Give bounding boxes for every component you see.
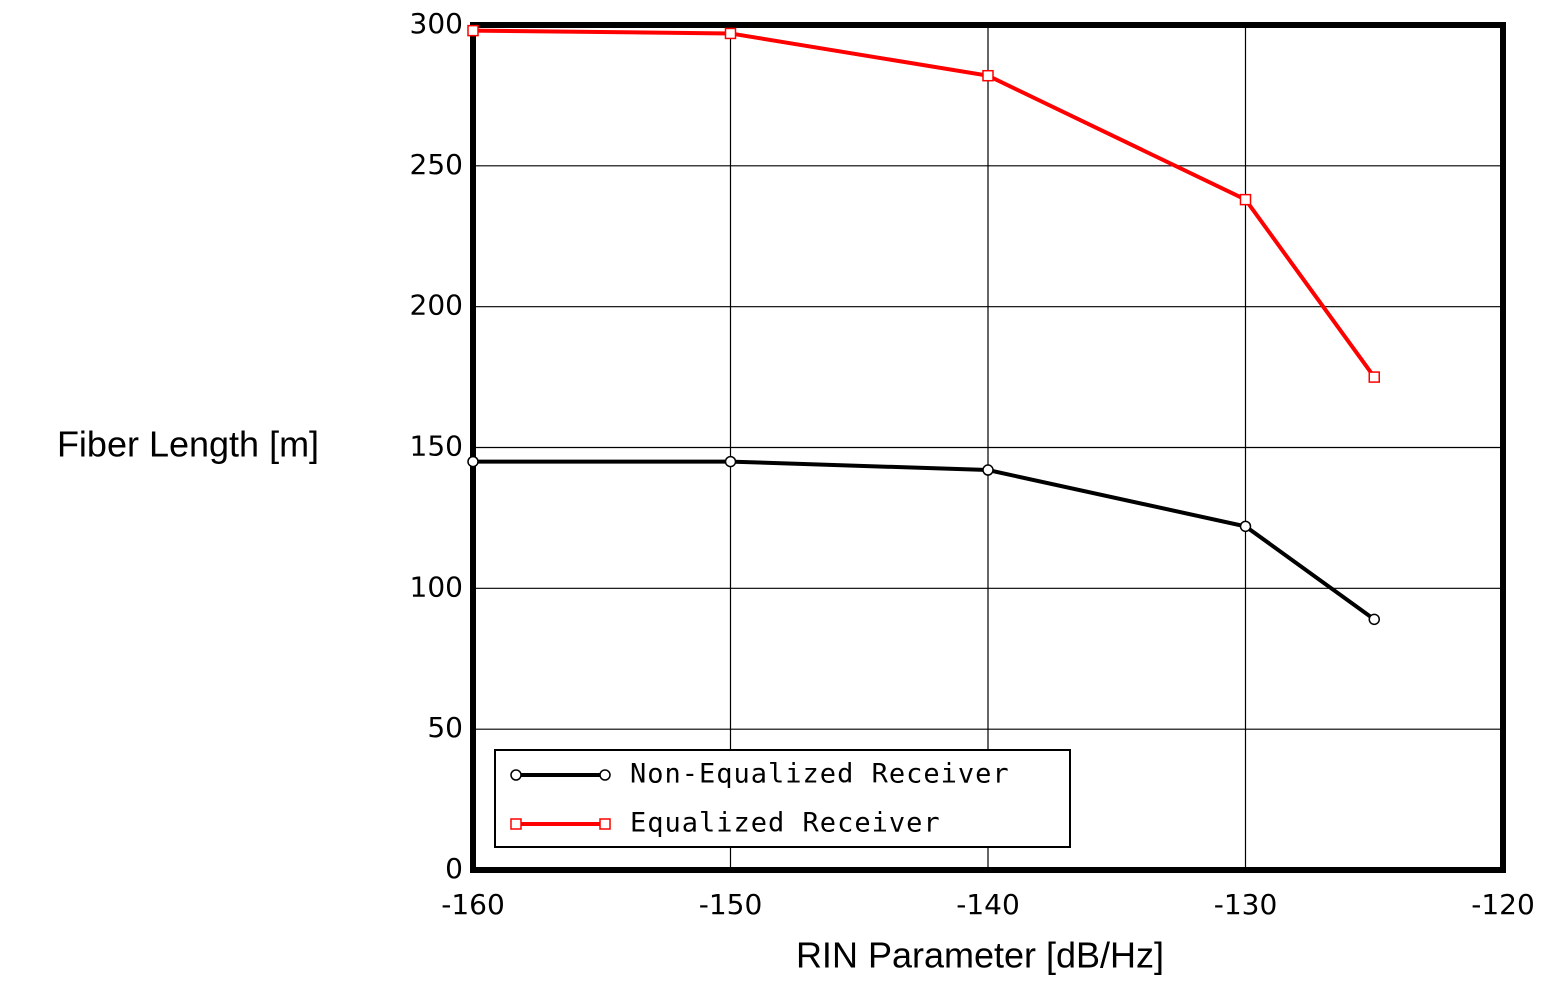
- marker: [1239, 520, 1252, 533]
- y-tick-label: 150: [410, 430, 463, 463]
- legend-marker: [599, 769, 611, 781]
- y-tick-label: 50: [427, 711, 463, 744]
- series-line: [473, 459, 1376, 621]
- marker: [1368, 371, 1380, 383]
- x-tick-label: -130: [1214, 888, 1278, 921]
- legend-marker: [510, 818, 522, 830]
- marker: [724, 27, 737, 40]
- legend-marker: [599, 818, 611, 830]
- y-tick-label: 250: [410, 148, 463, 181]
- y-tick-label: 100: [410, 570, 463, 603]
- x-axis-label: RIN Parameter [dB/Hz]: [796, 935, 1164, 976]
- plot-frame: [470, 22, 1506, 873]
- legend-marker: [510, 769, 522, 781]
- y-tick-label: 0: [445, 852, 463, 885]
- marker: [982, 69, 994, 82]
- marker: [467, 455, 479, 468]
- x-tick-label: -120: [1471, 888, 1535, 921]
- x-tick-label: -150: [699, 888, 763, 921]
- marker: [1239, 193, 1252, 206]
- marker: [724, 455, 737, 468]
- series-line: [472, 28, 1376, 379]
- x-tick-label: -160: [441, 888, 505, 921]
- x-tick-label: -140: [956, 888, 1020, 921]
- y-tick-label: 300: [410, 7, 463, 40]
- marker: [1368, 613, 1380, 626]
- y-axis-label: Fiber Length [m]: [57, 424, 319, 465]
- marker: [982, 464, 994, 476]
- legend-label: Non-Equalized Receiver: [630, 759, 1010, 790]
- legend-label: Equalized Receiver: [630, 808, 941, 839]
- legend-box: [494, 749, 1071, 848]
- y-tick-label: 200: [410, 289, 463, 322]
- marker: [467, 24, 479, 37]
